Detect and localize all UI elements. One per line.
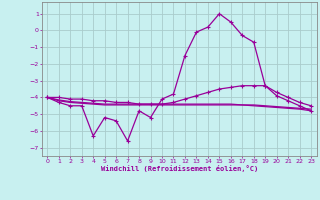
X-axis label: Windchill (Refroidissement éolien,°C): Windchill (Refroidissement éolien,°C) (100, 165, 258, 172)
